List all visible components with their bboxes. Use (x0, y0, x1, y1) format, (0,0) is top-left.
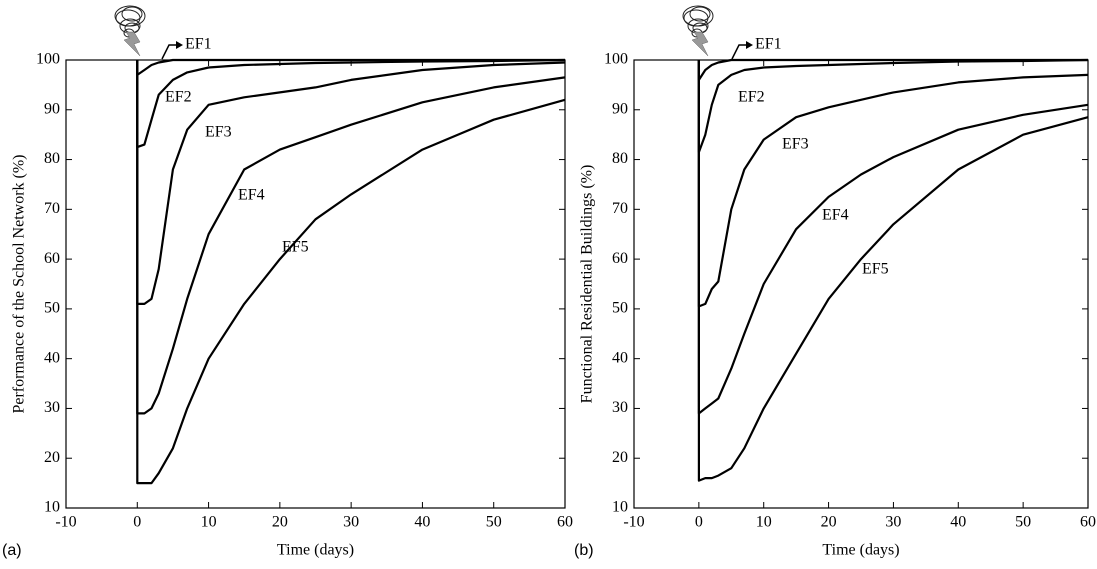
tornado-icon (682, 5, 714, 57)
series-line (136, 60, 566, 415)
x-tick-label: 20 (821, 514, 837, 531)
x-tick-label: 60 (557, 514, 573, 531)
series-label: EF2 (165, 89, 192, 106)
x-tick-label: 60 (1080, 514, 1096, 531)
series-line (697, 60, 1089, 308)
series-label: EF4 (238, 187, 265, 204)
x-tick-label: -10 (623, 514, 644, 531)
y-tick-label: 10 (44, 499, 60, 516)
series-label: EF3 (205, 124, 232, 141)
x-tick-label: 20 (272, 514, 288, 531)
x-tick-label: 50 (486, 514, 502, 531)
series-line (697, 58, 1089, 154)
x-tick-label: 50 (1015, 514, 1031, 531)
tornado-icon (114, 5, 146, 57)
y-tick-label: 10 (612, 499, 628, 516)
plot-frame (633, 59, 1089, 509)
series-label: EF3 (782, 136, 809, 153)
y-tick-label: 40 (44, 349, 60, 366)
y-tick-label: 40 (612, 349, 628, 366)
y-tick-label: 50 (612, 300, 628, 317)
y-tick-label: 30 (44, 399, 60, 416)
x-tick-label: 30 (885, 514, 901, 531)
y-tick-label: 30 (612, 399, 628, 416)
y-tick-label: 70 (44, 200, 60, 217)
y-tick-label: 90 (612, 100, 628, 117)
x-tick-label: 40 (414, 514, 430, 531)
series-line (697, 58, 1088, 81)
y-tick-label: 80 (612, 150, 628, 167)
series-label: EF4 (822, 207, 849, 224)
series-line (136, 60, 566, 485)
x-tick-label: 10 (756, 514, 772, 531)
x-tick-label: 10 (201, 514, 217, 531)
series-label: EF2 (738, 89, 765, 106)
series-line (136, 58, 565, 76)
series-label: EF1 (185, 36, 212, 53)
series-line (136, 58, 566, 149)
arrow-head (176, 41, 183, 49)
y-tick-label: 20 (44, 449, 60, 466)
x-axis-label: Time (days) (822, 542, 899, 559)
series-line (697, 60, 1089, 415)
y-tick-label: 80 (44, 150, 60, 167)
series-line (697, 60, 1089, 482)
panel-label: (a) (2, 542, 22, 559)
series-line (136, 60, 566, 305)
y-tick-label: 70 (612, 200, 628, 217)
y-tick-label: 100 (36, 51, 60, 68)
y-tick-label: 20 (612, 449, 628, 466)
y-tick-label: 60 (612, 250, 628, 267)
y-axis-label: Performance of the School Network (%) (11, 154, 28, 413)
y-tick-label: 90 (44, 100, 60, 117)
x-tick-label: 30 (343, 514, 359, 531)
panel-label: (b) (574, 542, 594, 559)
x-tick-label: 40 (950, 514, 966, 531)
series-label: EF1 (755, 36, 782, 53)
x-axis-label: Time (days) (277, 542, 354, 559)
x-tick-label: -10 (55, 514, 76, 531)
y-tick-label: 100 (604, 51, 628, 68)
y-tick-label: 50 (44, 300, 60, 317)
series-label: EF5 (862, 261, 889, 278)
y-axis-label: Functional Residential Buildings (%) (579, 165, 596, 404)
y-tick-label: 60 (44, 250, 60, 267)
plot-frame (65, 59, 566, 509)
arrow-head (746, 41, 753, 49)
series-label: EF5 (282, 239, 309, 256)
x-tick-label: 0 (133, 514, 141, 531)
x-tick-label: 0 (695, 514, 703, 531)
